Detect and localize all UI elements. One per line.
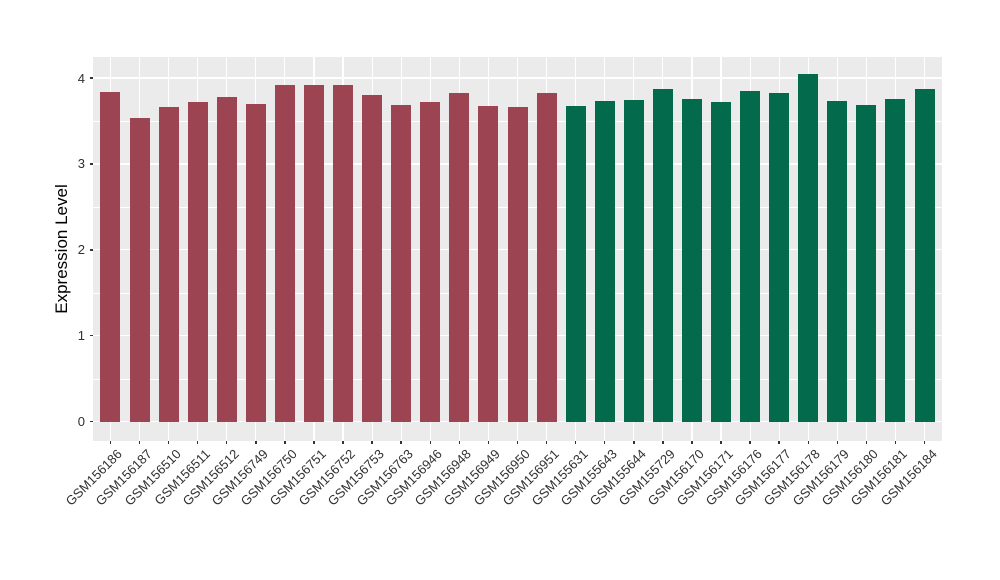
bar-GSM156749 [245, 103, 266, 422]
x-tick-mark [545, 441, 548, 444]
bar-GSM156186 [100, 91, 121, 422]
x-tick-label-GSM156176: GSM156176 [702, 446, 766, 509]
x-tick-mark [836, 441, 839, 444]
x-tick-mark [865, 441, 868, 444]
y-tick-label: 4 [77, 70, 85, 86]
bar-GSM156763 [391, 104, 412, 422]
bar-GSM156176 [740, 90, 761, 422]
x-tick-label-GSM155644: GSM155644 [586, 446, 649, 509]
bar-GSM156187 [129, 117, 150, 422]
x-tick-label-GSM156752: GSM156752 [295, 446, 358, 509]
x-tick-label-GSM156951: GSM156951 [499, 446, 562, 509]
x-tick-mark [255, 441, 257, 444]
bar-GSM156510 [158, 107, 179, 422]
x-tick-label-GSM156946: GSM156946 [382, 446, 446, 509]
bar-GSM156181 [885, 98, 906, 422]
bar-GSM155643 [594, 101, 615, 422]
x-tick-label-GSM156510: GSM156510 [121, 446, 184, 509]
x-tick-mark [429, 441, 432, 444]
plot-panel [93, 56, 942, 441]
x-tick-mark [196, 441, 199, 444]
x-tick-label-GSM156948: GSM156948 [412, 446, 475, 509]
x-tick-mark [749, 441, 751, 444]
x-tick-label-GSM156511: GSM156511 [151, 446, 213, 508]
x-tick-mark [138, 441, 141, 444]
bar-GSM156180 [856, 104, 877, 422]
x-tick-label-GSM156180: GSM156180 [819, 446, 882, 509]
x-tick-label-GSM156949: GSM156949 [441, 446, 504, 509]
x-tick-mark [691, 441, 693, 444]
x-tick-label-GSM156179: GSM156179 [790, 446, 853, 509]
x-tick-mark [109, 441, 112, 444]
bar-GSM156950 [507, 107, 528, 422]
bar-GSM156750 [274, 84, 295, 422]
x-tick-mark [284, 441, 286, 444]
x-tick-mark [923, 441, 926, 444]
x-tick-mark [487, 441, 490, 444]
bar-GSM156170 [681, 98, 702, 422]
x-tick-label-GSM156177: GSM156177 [731, 446, 795, 509]
x-tick-mark [778, 441, 780, 444]
x-tick-label-GSM156950: GSM156950 [470, 446, 533, 509]
bar-GSM156177 [769, 93, 790, 422]
bar-GSM156753 [362, 95, 383, 422]
y-axis-title: Expression Level [52, 184, 71, 314]
x-tick-label-GSM156187: GSM156187 [92, 446, 155, 509]
x-tick-label-GSM156763: GSM156763 [353, 446, 417, 509]
x-tick-mark [603, 441, 606, 444]
bar-GSM156946 [420, 102, 441, 422]
x-tick-mark [894, 441, 897, 444]
x-tick-label-GSM156186: GSM156186 [63, 446, 126, 509]
bar-GSM156948 [449, 93, 470, 422]
x-tick-label-GSM156178: GSM156178 [760, 446, 824, 509]
x-tick-label-GSM155729: GSM155729 [615, 446, 678, 509]
x-tick-label-GSM156753: GSM156753 [324, 446, 388, 509]
x-tick-mark [458, 441, 461, 444]
bar-GSM155644 [623, 100, 644, 422]
x-tick-mark [633, 441, 635, 444]
bar-GSM156512 [216, 96, 237, 422]
x-tick-label-GSM156181: GSM156181 [848, 446, 911, 509]
x-tick-mark [720, 441, 722, 444]
x-tick-label-GSM156171: GSM156171 [673, 446, 736, 509]
x-tick-label-GSM156170: GSM156170 [644, 446, 707, 509]
y-tick-label: 3 [77, 156, 85, 172]
x-tick-mark [516, 441, 519, 444]
x-tick-mark [662, 441, 664, 444]
bar-GSM155729 [652, 89, 673, 422]
x-tick-label-GSM156184: GSM156184 [877, 446, 940, 509]
bar-GSM155631 [565, 106, 586, 422]
x-tick-mark [342, 441, 344, 444]
bar-GSM156949 [478, 106, 499, 422]
x-tick-mark [574, 441, 577, 444]
y-tick-label: 1 [77, 328, 85, 344]
x-tick-label-GSM156750: GSM156750 [237, 446, 300, 509]
x-tick-label-GSM155643: GSM155643 [557, 446, 620, 509]
x-tick-label-GSM156512: GSM156512 [179, 446, 242, 509]
x-tick-mark [167, 441, 170, 444]
x-tick-label-GSM155631: GSM155631 [528, 446, 591, 509]
x-tick-mark [371, 441, 373, 444]
x-tick-label-GSM156749: GSM156749 [208, 446, 271, 509]
bar-GSM156184 [914, 89, 935, 422]
x-tick-label-GSM156751: GSM156751 [266, 446, 329, 509]
bar-GSM156179 [827, 101, 848, 422]
bar-GSM156511 [187, 102, 208, 422]
x-tick-mark [313, 441, 315, 444]
y-tick-label: 0 [77, 414, 85, 430]
bar-GSM156752 [333, 84, 354, 422]
bar-GSM156751 [303, 84, 324, 422]
x-tick-mark [400, 441, 402, 444]
x-tick-mark [807, 441, 809, 444]
bar-GSM156178 [798, 73, 819, 422]
bar-GSM156951 [536, 93, 557, 422]
bar-GSM156171 [711, 102, 732, 422]
x-tick-mark [225, 441, 228, 444]
